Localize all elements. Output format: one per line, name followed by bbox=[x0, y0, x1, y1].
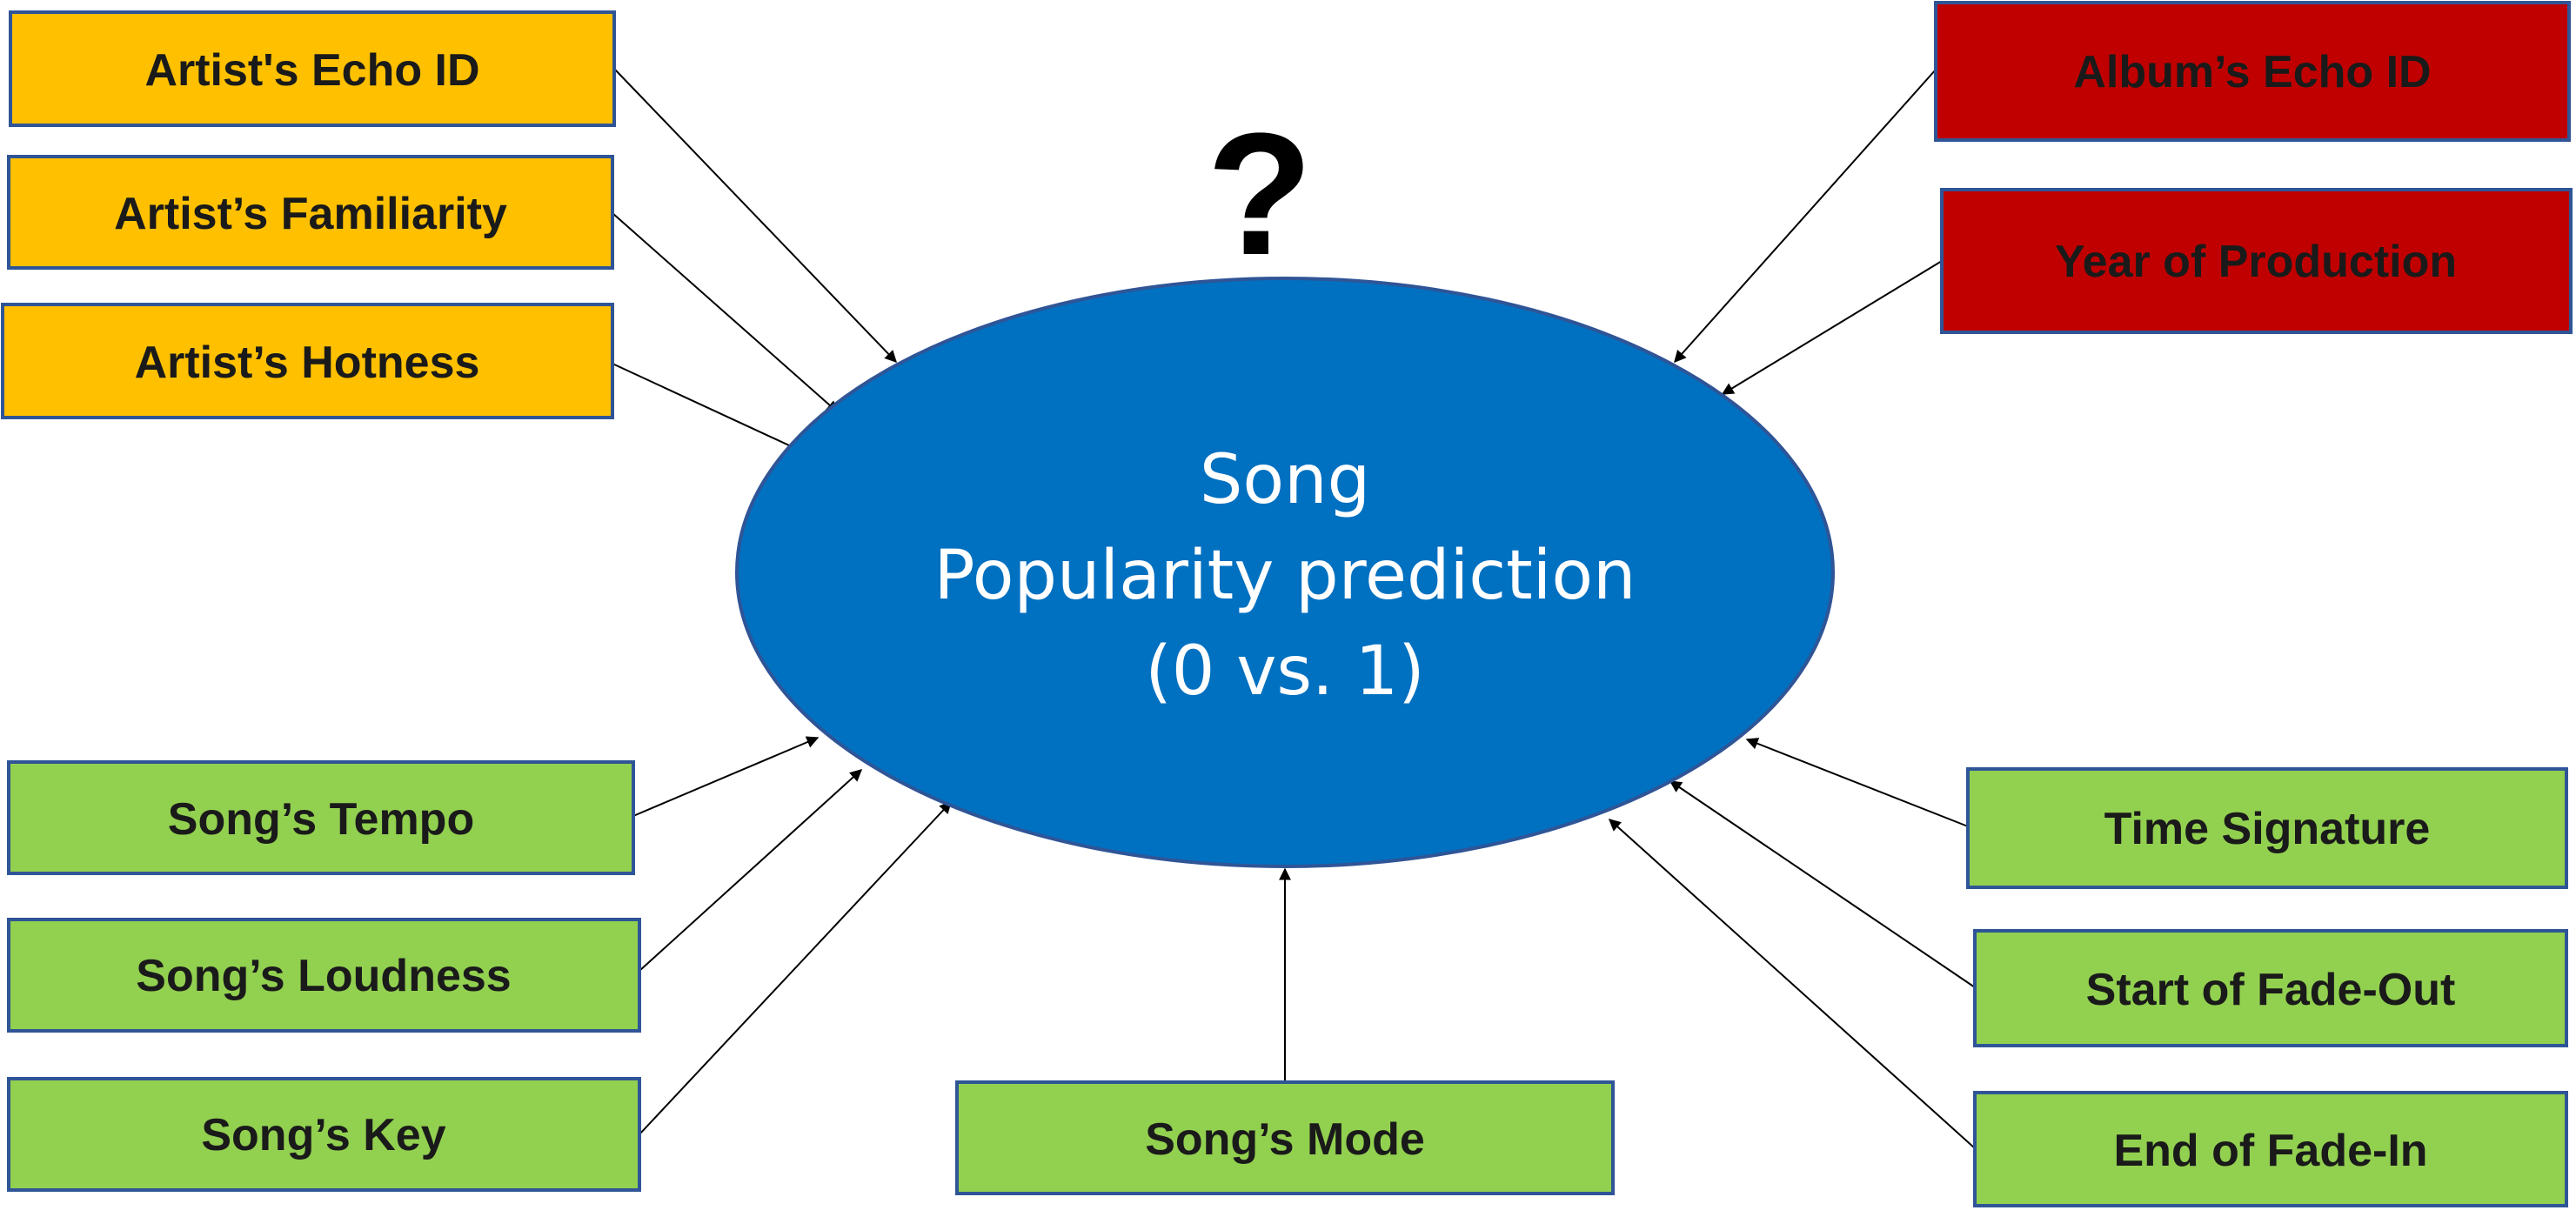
arrow-artist-familiarity bbox=[612, 212, 840, 413]
feature-label: Song’s Loudness bbox=[136, 951, 511, 1001]
arrow-time-signature bbox=[1745, 738, 1969, 827]
feature-time-signature: Time Signature bbox=[1966, 767, 2568, 889]
feature-song-loudness: Song’s Loudness bbox=[7, 918, 641, 1033]
arrow-end-of-fade-in bbox=[1608, 819, 1976, 1149]
arrow-year-of-production bbox=[1721, 260, 1943, 395]
feature-song-tempo: Song’s Tempo bbox=[7, 760, 635, 875]
feature-label: Artist’s Familiarity bbox=[114, 189, 507, 239]
arrows bbox=[612, 69, 1976, 1149]
feature-label: Time Signature bbox=[2104, 804, 2431, 854]
feature-label: Artist's Echo ID bbox=[144, 45, 479, 96]
question-mark: ? bbox=[1207, 97, 1313, 291]
arrow-album-echo-id bbox=[1674, 69, 1937, 364]
feature-label: Artist’s Hotness bbox=[135, 338, 480, 388]
center-title-line1: Song bbox=[1200, 441, 1370, 519]
arrow-song-key bbox=[639, 800, 952, 1135]
feature-label: Start of Fade-Out bbox=[2086, 965, 2456, 1015]
feature-artist-familiarity: Artist’s Familiarity bbox=[7, 155, 614, 270]
feature-song-key: Song’s Key bbox=[7, 1077, 641, 1192]
feature-label: Song’s Key bbox=[201, 1110, 445, 1160]
feature-artist-echo-id: Artist's Echo ID bbox=[9, 10, 616, 127]
feature-album-echo-id: Album’s Echo ID bbox=[1934, 1, 2571, 142]
feature-label: Song’s Mode bbox=[1145, 1114, 1425, 1165]
arrow-artist-hotness bbox=[612, 363, 802, 452]
arrow-song-loudness bbox=[639, 769, 863, 972]
arrow-song-tempo bbox=[632, 736, 820, 817]
feature-end-of-fade-in: End of Fade-In bbox=[1973, 1091, 2568, 1207]
center-ellipse bbox=[735, 277, 1835, 868]
center-title-line2: Popularity prediction bbox=[933, 537, 1636, 615]
feature-artist-hotness: Artist’s Hotness bbox=[1, 303, 614, 419]
feature-year-of-production: Year of Production bbox=[1940, 188, 2573, 334]
center-title-line3: (0 vs. 1) bbox=[1145, 632, 1424, 711]
feature-label: Song’s Tempo bbox=[168, 794, 474, 845]
feature-song-mode: Song’s Mode bbox=[955, 1080, 1615, 1195]
feature-label: Year of Production bbox=[2055, 237, 2457, 287]
arrow-start-of-fade-out bbox=[1669, 780, 1976, 988]
arrow-artist-echo-id bbox=[614, 69, 897, 364]
feature-label: Album’s Echo ID bbox=[2073, 47, 2431, 97]
center-node: Song Popularity prediction (0 vs. 1) bbox=[735, 277, 1835, 868]
feature-label: End of Fade-In bbox=[2113, 1126, 2427, 1176]
feature-start-of-fade-out: Start of Fade-Out bbox=[1973, 929, 2568, 1047]
